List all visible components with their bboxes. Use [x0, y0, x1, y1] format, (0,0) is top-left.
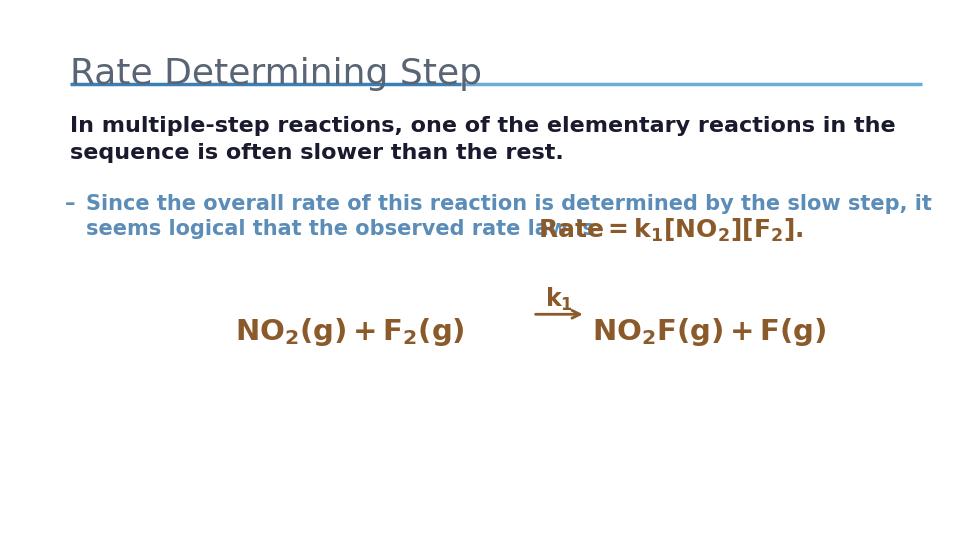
- Text: $\mathbf{k_1}$: $\mathbf{k_1}$: [545, 286, 573, 313]
- Text: $\mathbf{NO_2(g) + F_2(g)}$: $\mathbf{NO_2(g) + F_2(g)}$: [235, 316, 465, 348]
- Text: Rate Determining Step: Rate Determining Step: [70, 57, 482, 91]
- Text: $\mathbf{Rate = k_1[NO_2][F_2].}$: $\mathbf{Rate = k_1[NO_2][F_2].}$: [538, 217, 804, 244]
- Text: sequence is often slower than the rest.: sequence is often slower than the rest.: [70, 143, 564, 163]
- Text: In multiple-step reactions, one of the elementary reactions in the: In multiple-step reactions, one of the e…: [70, 116, 896, 136]
- Text: Since the overall rate of this reaction is determined by the slow step, it: Since the overall rate of this reaction …: [86, 194, 932, 214]
- Text: seems logical that the observed rate law is: seems logical that the observed rate law…: [86, 219, 595, 239]
- Text: –: –: [65, 194, 76, 214]
- Text: $\mathbf{NO_2F(g) + F(g)}$: $\mathbf{NO_2F(g) + F(g)}$: [592, 316, 827, 348]
